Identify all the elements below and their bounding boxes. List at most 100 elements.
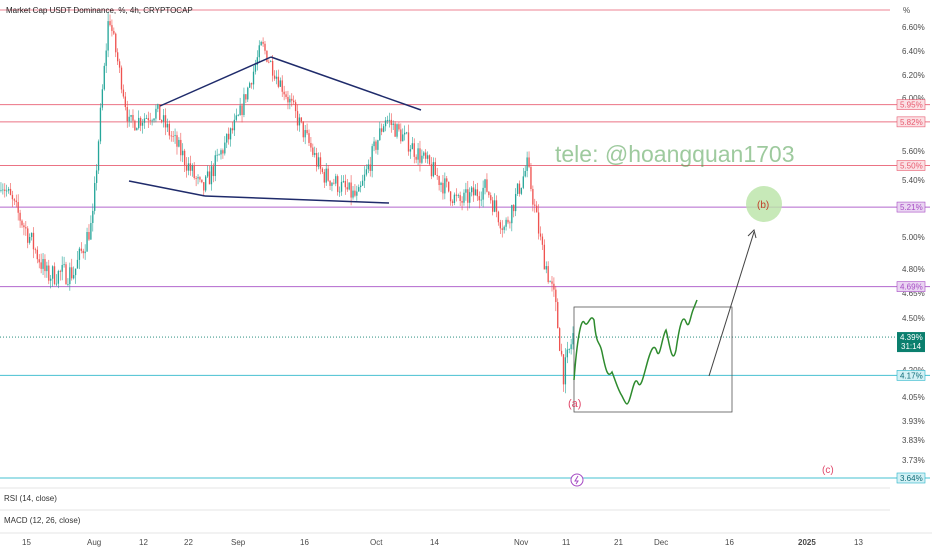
x-tick-label: 14	[430, 538, 439, 547]
candle-body	[497, 211, 500, 223]
y-tick-label: 3.83%	[902, 436, 925, 445]
candle-body	[486, 179, 488, 192]
candle-body	[480, 199, 482, 201]
candle-body	[306, 130, 308, 134]
candle-body	[153, 118, 155, 121]
candle-body	[128, 116, 130, 122]
candle-body	[342, 181, 345, 182]
candle-body	[149, 120, 151, 122]
x-tick-label: Aug	[87, 538, 101, 547]
candle-body	[333, 182, 335, 184]
candle-body	[545, 266, 547, 270]
candle-body	[381, 128, 383, 132]
candle-body	[134, 120, 136, 131]
candle-body	[457, 195, 459, 196]
candle-body	[323, 172, 325, 183]
triangle-lower-right-line	[204, 195, 390, 204]
candle-body	[490, 195, 492, 201]
candle-body	[358, 187, 360, 192]
candle-body	[271, 61, 274, 76]
x-tick-label: Nov	[514, 538, 528, 547]
candle-body	[13, 199, 16, 201]
candle-body	[199, 177, 201, 180]
candle-body	[492, 200, 494, 212]
candle-body	[363, 174, 366, 181]
candle-body	[227, 133, 230, 140]
candle-body	[551, 281, 553, 284]
lightning-marker-icon[interactable]	[570, 473, 584, 487]
triangle-pattern	[128, 56, 422, 204]
candle-body	[419, 148, 421, 163]
candle-body	[507, 219, 509, 223]
candle-body	[59, 271, 61, 272]
candle-body	[262, 41, 264, 44]
candle-body	[407, 132, 410, 152]
macd-indicator-label[interactable]: MACD (12, 26, close)	[4, 516, 81, 525]
candle-body	[203, 182, 205, 191]
candle-body	[421, 155, 423, 163]
candle-body	[558, 328, 561, 351]
candle-body	[526, 157, 528, 171]
candle-body	[122, 89, 125, 97]
y-tick-label: 4.05%	[902, 393, 925, 402]
level-price-box	[896, 281, 926, 292]
candle-body	[562, 354, 565, 385]
candle-body	[147, 118, 149, 121]
level-price-label: 5.95%	[900, 101, 923, 110]
y-tick-label: 3.73%	[902, 456, 925, 465]
candle-body	[57, 271, 60, 284]
candle-body	[273, 75, 276, 79]
y-tick-label: 6.40%	[902, 47, 925, 56]
rsi-indicator-label[interactable]: RSI (14, close)	[4, 494, 57, 503]
candle-body	[132, 115, 134, 121]
triangle-upper-left-line	[159, 56, 272, 107]
candle-body	[113, 30, 115, 34]
candle-body	[425, 152, 427, 159]
candle-body	[162, 115, 165, 122]
candle-body	[560, 350, 563, 355]
candle-body	[231, 128, 234, 131]
y-tick-label: 3.93%	[902, 417, 925, 426]
candle-body	[520, 187, 523, 194]
candle-body	[256, 57, 259, 65]
candle-body	[191, 165, 193, 171]
x-tick-label: 16	[725, 538, 734, 547]
candle-body	[183, 150, 186, 166]
candle-body	[495, 200, 498, 212]
candle-body	[50, 278, 52, 281]
candle-body	[243, 94, 245, 115]
candle-body	[528, 157, 530, 167]
candle-body	[136, 128, 138, 131]
candle-body	[193, 165, 195, 179]
candle-body	[384, 120, 387, 127]
candle-body	[249, 83, 251, 88]
candle-body	[352, 190, 354, 198]
candle-body	[317, 157, 320, 167]
candle-body	[23, 225, 25, 228]
candle-body	[465, 189, 467, 193]
watermark-text: tele: @hoangquan1703	[555, 141, 795, 167]
candle-body	[210, 166, 213, 185]
level-price-box	[896, 116, 926, 128]
candle-body	[224, 142, 226, 154]
candle-body	[564, 357, 567, 385]
candle-body	[392, 123, 394, 125]
candle-body	[143, 118, 146, 123]
candle-body	[448, 181, 450, 192]
candle-body	[80, 248, 82, 251]
level-price-box	[896, 99, 926, 110]
candle-body	[570, 344, 572, 350]
time-axis[interactable]: 15 Aug 12 22 Sep 16 Oct 14 Nov 11 21 Dec 16 2025 13	[22, 538, 863, 547]
candle-body	[42, 259, 44, 269]
candle-body	[268, 61, 270, 63]
candle-body	[189, 163, 192, 171]
candle-body	[71, 267, 73, 279]
candle-body	[553, 283, 555, 290]
candle-body	[101, 89, 104, 108]
candle-body	[524, 170, 526, 177]
candle-body	[428, 155, 431, 165]
candle-body	[235, 115, 237, 120]
candle-body	[145, 118, 148, 119]
candle-body	[61, 264, 63, 272]
